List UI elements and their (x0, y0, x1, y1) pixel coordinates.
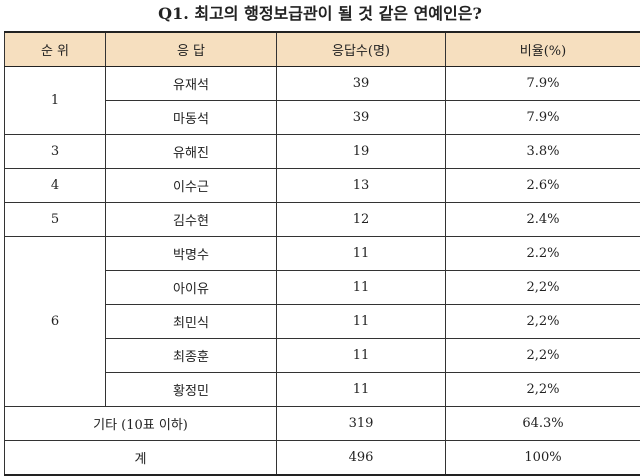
name-cell: 아이유 (106, 271, 277, 305)
header-rank: 순 위 (5, 32, 106, 67)
ratio-cell: 2,2% (446, 271, 640, 305)
header-ratio: 비율(%) (446, 32, 640, 67)
name-cell: 유재석 (106, 67, 277, 101)
others-count: 319 (277, 407, 446, 441)
name-cell: 김수현 (106, 203, 277, 237)
rank-cell: 6 (5, 237, 106, 407)
ratio-cell: 2,2% (446, 373, 640, 407)
table-row: 4 이수근 13 2.6% (5, 169, 640, 203)
count-cell: 12 (277, 203, 446, 237)
rank-cell: 1 (5, 67, 106, 135)
rank-cell: 5 (5, 203, 106, 237)
name-cell: 박명수 (106, 237, 277, 271)
table-row: 5 김수현 12 2.4% (5, 203, 640, 237)
table-row: 6 박명수 11 2.2% (5, 237, 640, 271)
count-cell: 39 (277, 67, 446, 101)
total-row: 계 496 100% (5, 441, 640, 476)
ratio-cell: 7.9% (446, 67, 640, 101)
rank-cell: 4 (5, 169, 106, 203)
count-cell: 11 (277, 237, 446, 271)
header-answer: 응 답 (106, 32, 277, 67)
name-cell: 최민식 (106, 305, 277, 339)
name-cell: 이수근 (106, 169, 277, 203)
count-cell: 11 (277, 339, 446, 373)
count-cell: 11 (277, 305, 446, 339)
ratio-cell: 7.9% (446, 101, 640, 135)
count-cell: 11 (277, 271, 446, 305)
table-row: 1 유재석 39 7.9% (5, 67, 640, 101)
name-cell: 마동석 (106, 101, 277, 135)
header-count: 응답수(명) (277, 32, 446, 67)
others-label: 기타 (10표 이하) (5, 407, 277, 441)
count-cell: 13 (277, 169, 446, 203)
table-header-row: 순 위 응 답 응답수(명) 비율(%) (5, 32, 640, 67)
count-cell: 11 (277, 373, 446, 407)
others-row: 기타 (10표 이하) 319 64.3% (5, 407, 640, 441)
name-cell: 황정민 (106, 373, 277, 407)
ratio-cell: 2.4% (446, 203, 640, 237)
total-ratio: 100% (446, 441, 640, 476)
survey-table: 순 위 응 답 응답수(명) 비율(%) 1 유재석 39 7.9% 마동석 3… (4, 31, 640, 476)
table-row: 3 유해진 19 3.8% (5, 135, 640, 169)
count-cell: 19 (277, 135, 446, 169)
count-cell: 39 (277, 101, 446, 135)
page-title: Q1. 최고의 행정보급관이 될 것 같은 연예인은? (0, 0, 640, 28)
ratio-cell: 2.2% (446, 237, 640, 271)
others-ratio: 64.3% (446, 407, 640, 441)
name-cell: 최종훈 (106, 339, 277, 373)
total-label: 계 (5, 441, 277, 476)
ratio-cell: 2,2% (446, 339, 640, 373)
name-cell: 유해진 (106, 135, 277, 169)
ratio-cell: 2,2% (446, 305, 640, 339)
total-count: 496 (277, 441, 446, 476)
ratio-cell: 3.8% (446, 135, 640, 169)
ratio-cell: 2.6% (446, 169, 640, 203)
rank-cell: 3 (5, 135, 106, 169)
